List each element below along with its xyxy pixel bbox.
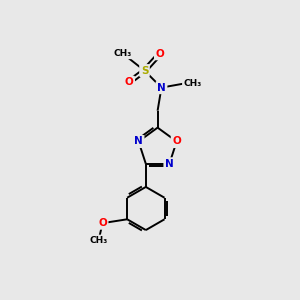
Text: O: O: [98, 218, 107, 228]
Text: CH₃: CH₃: [89, 236, 108, 244]
Text: N: N: [134, 136, 143, 146]
Text: O: O: [172, 136, 181, 146]
Text: N: N: [157, 82, 166, 93]
Text: S: S: [141, 66, 148, 76]
Text: O: O: [155, 49, 164, 59]
Text: CH₃: CH₃: [114, 49, 132, 58]
Text: N: N: [165, 159, 174, 169]
Text: CH₃: CH₃: [183, 79, 201, 88]
Text: O: O: [125, 77, 134, 87]
